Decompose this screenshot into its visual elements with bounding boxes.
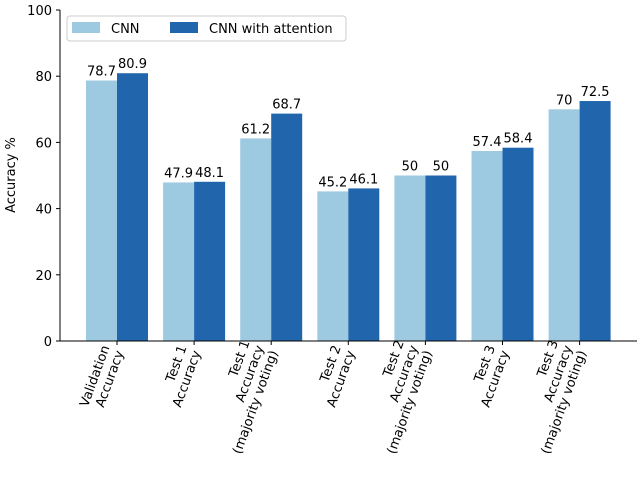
bar-cnn-6 bbox=[548, 109, 580, 341]
y-tick-label: 100 bbox=[27, 4, 52, 19]
bar-cnn-attention-1 bbox=[194, 181, 226, 341]
value-label-cnn-attention-6: 72.5 bbox=[581, 85, 610, 100]
value-label-cnn-0: 78.7 bbox=[87, 65, 116, 80]
bars-group bbox=[86, 73, 611, 342]
legend-swatch-cnn bbox=[72, 22, 100, 33]
bar-cnn-attention-6 bbox=[579, 101, 611, 342]
value-label-cnn-3: 45.2 bbox=[318, 175, 347, 190]
legend-label-cnn-attention: CNN with attention bbox=[209, 22, 333, 37]
value-label-cnn-attention-1: 48.1 bbox=[195, 166, 224, 181]
bar-cnn-attention-4 bbox=[425, 175, 457, 341]
y-axis-label: Accuracy % bbox=[4, 137, 19, 213]
bar-cnn-attention-3 bbox=[348, 188, 380, 341]
legend-label-cnn: CNN bbox=[111, 22, 140, 37]
legend-swatch-cnn-attention bbox=[170, 22, 198, 33]
bar-cnn-0 bbox=[86, 80, 117, 342]
value-labels-group: 78.7 80.9 47.9 48.1 61.268.7 45.2 46.1 50 50 57.4… bbox=[87, 57, 610, 190]
value-label-cnn-4: 50 bbox=[402, 160, 419, 175]
value-label-cnn-attention-2: 68.7 bbox=[272, 98, 301, 113]
bar-cnn-attention-5 bbox=[502, 147, 534, 341]
bar-cnn-attention-0 bbox=[117, 73, 148, 341]
value-label-cnn-attention-4: 50 bbox=[433, 160, 450, 175]
y-tick-label: 60 bbox=[35, 136, 52, 151]
bar-cnn-4 bbox=[394, 175, 426, 341]
value-label-cnn-attention-5: 58.4 bbox=[504, 132, 533, 147]
legend-frame bbox=[66, 15, 347, 42]
value-label-cnn-attention-3: 46.1 bbox=[349, 172, 378, 187]
legend: CNN CNN with attention bbox=[66, 15, 347, 42]
value-label-cnn-2: 61.2 bbox=[241, 122, 270, 137]
value-label-cnn-attention-0: 80.9 bbox=[118, 57, 147, 72]
y-tick-label: 80 bbox=[35, 70, 52, 85]
y-tick-label: 20 bbox=[35, 269, 52, 284]
value-label-cnn-1: 47.9 bbox=[164, 166, 193, 181]
y-tick-label: 0 bbox=[44, 335, 52, 350]
bar-cnn-2 bbox=[240, 138, 272, 341]
value-label-cnn-6: 70 bbox=[556, 93, 573, 108]
bar-cnn-attention-2 bbox=[271, 113, 303, 341]
bar-cnn-3 bbox=[317, 191, 349, 341]
bar-cnn-1 bbox=[163, 182, 195, 341]
y-ticks-group: 0 20 40 60 80 100 bbox=[27, 4, 60, 350]
bar-cnn-5 bbox=[471, 151, 503, 341]
y-tick-label: 40 bbox=[35, 203, 52, 218]
value-label-cnn-5: 57.4 bbox=[473, 135, 502, 150]
